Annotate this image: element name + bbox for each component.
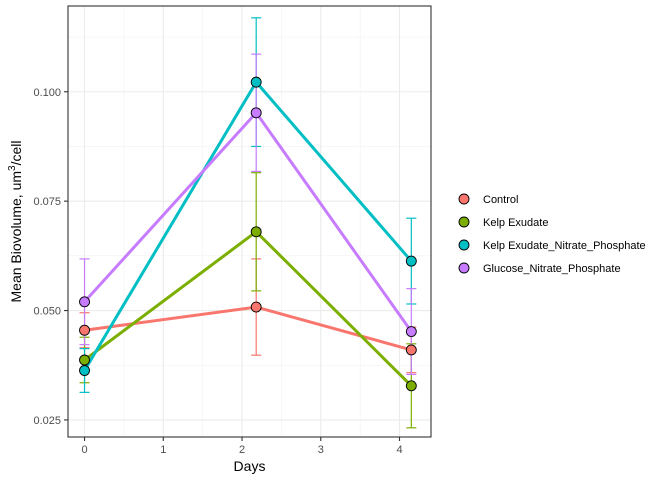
x-tick-label: 2 <box>239 444 245 456</box>
y-axis: 0.025 0.050 0.075 0.100 <box>33 87 68 427</box>
x-tick-label: 1 <box>160 444 166 456</box>
data-point <box>79 354 90 366</box>
y-axis-title-main: Mean Biovolume, um <box>8 171 24 303</box>
legend-label: Kelp Exudate_Nitrate_Phosphate <box>483 240 646 252</box>
data-point <box>405 326 417 337</box>
y-tick-label: 0.050 <box>33 306 61 318</box>
x-tick-label: 4 <box>396 444 402 456</box>
legend-key <box>458 216 470 228</box>
x-axis-title: Days <box>234 458 266 474</box>
y-axis-title-superscript: 3 <box>7 165 18 171</box>
data-point <box>405 344 417 356</box>
y-axis-title: Mean Biovolume, um3/cell <box>7 141 24 303</box>
series-layer <box>79 17 417 429</box>
legend-key <box>458 239 470 251</box>
x-axis: 0 1 2 3 4 <box>81 437 403 456</box>
legend-label: Kelp Exudate <box>483 217 548 229</box>
plot-border <box>67 5 432 438</box>
data-point <box>250 226 262 238</box>
legend-label: Control <box>483 194 518 206</box>
data-point <box>79 365 90 376</box>
data-point <box>250 301 262 313</box>
data-point <box>250 76 262 88</box>
y-tick-label: 0.100 <box>33 87 61 99</box>
x-tick-label: 0 <box>81 444 87 456</box>
legend: Control Kelp Exudate Kelp Exudate_Nitrate_… <box>458 193 646 275</box>
data-point <box>79 296 90 308</box>
x-tick-label: 3 <box>318 444 324 456</box>
y-tick-label: 0.025 <box>33 415 61 427</box>
legend-key <box>458 193 470 205</box>
data-point <box>405 255 417 267</box>
grid-minor <box>68 6 431 437</box>
data-point <box>405 380 417 392</box>
data-point <box>79 324 90 336</box>
legend-label: Glucose_Nitrate_Phosphate <box>483 263 621 275</box>
grid-major <box>68 6 431 437</box>
y-tick-label: 0.075 <box>33 196 61 208</box>
legend-key <box>458 262 470 274</box>
y-axis-title-tail: /cell <box>8 141 24 166</box>
data-point <box>250 107 262 119</box>
